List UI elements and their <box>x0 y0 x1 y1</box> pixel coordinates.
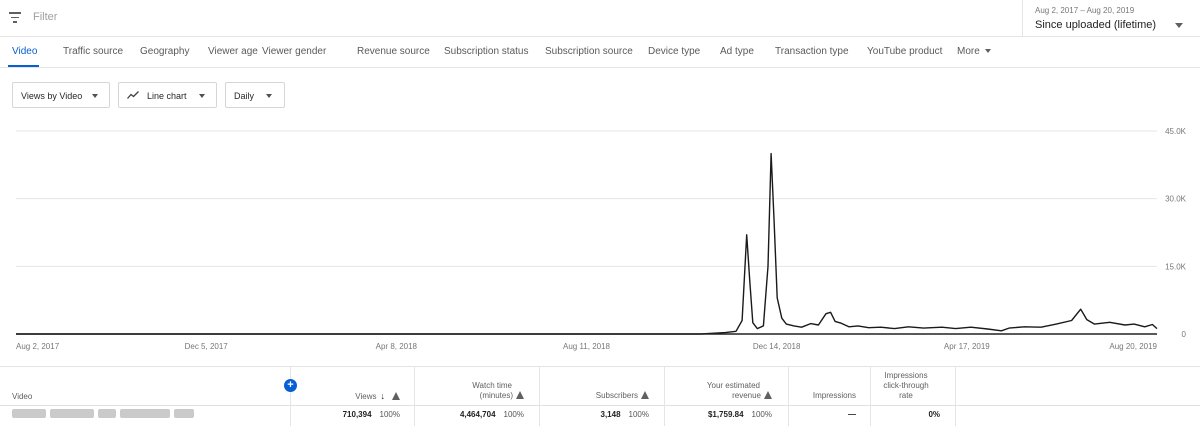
column-header-ctr[interactable]: Impressions click-through rate <box>872 371 940 401</box>
tab-viewer-age[interactable]: Viewer age <box>208 46 258 57</box>
column-header-subscribers[interactable]: Subscribers <box>549 391 649 401</box>
ctr-header-line1: Impressions <box>884 371 928 380</box>
revenue-header-line2: revenue <box>732 391 761 400</box>
caret-down-icon <box>92 94 98 98</box>
date-range-text: Aug 2, 2017 – Aug 20, 2019 <box>1035 6 1135 15</box>
column-divider <box>955 366 956 426</box>
x-tick-label: Dec 14, 2018 <box>753 342 801 351</box>
views-series-line[interactable] <box>16 152 1158 335</box>
views-cell: 710,394 100% <box>300 410 400 419</box>
caret-down-icon <box>199 94 205 98</box>
add-metric-button[interactable]: + <box>284 379 297 392</box>
warning-icon <box>764 391 772 399</box>
y-tick-label: 15.0K <box>1165 262 1187 271</box>
x-tick-label: Aug 2, 2017 <box>16 342 60 351</box>
warning-icon <box>641 391 649 399</box>
chart-type-label: Line chart <box>147 91 187 101</box>
revenue-header-line1: Your estimated <box>706 381 760 390</box>
column-divider <box>664 366 665 426</box>
column-header-impressions[interactable]: Impressions <box>812 391 856 400</box>
dimension-tabs: Video Traffic source Geography Viewer ag… <box>0 37 1200 68</box>
table-header <box>0 366 1200 406</box>
date-range-selector[interactable]: Aug 2, 2017 – Aug 20, 2019 Since uploade… <box>1022 0 1200 37</box>
tab-revenue-source[interactable]: Revenue source <box>357 46 430 57</box>
watch-time-header-line1: Watch time <box>472 381 512 390</box>
subscribers-value: 3,148 <box>600 410 621 419</box>
column-divider <box>290 366 291 426</box>
interval-label: Daily <box>234 91 255 101</box>
column-divider <box>870 366 871 426</box>
revenue-cell: $1,759.84 100% <box>672 410 772 419</box>
ctr-cell: 0% <box>872 410 940 419</box>
revenue-value: $1,759.84 <box>707 410 744 419</box>
tab-video[interactable]: Video <box>12 46 38 57</box>
ctr-header-line2: click-through <box>883 381 929 390</box>
impressions-value: — <box>848 410 856 419</box>
chart-type-dropdown[interactable]: Line chart <box>118 82 217 108</box>
y-tick-label: 45.0K <box>1165 127 1187 136</box>
watch-time-cell: 4,464,704 100% <box>424 410 524 419</box>
column-divider <box>788 366 789 426</box>
tab-subscription-source[interactable]: Subscription source <box>545 46 633 57</box>
impressions-cell: — <box>790 410 856 419</box>
y-tick-label: 30.0K <box>1165 195 1187 204</box>
views-by-label: Views by Video <box>21 91 83 101</box>
views-by-dropdown[interactable]: Views by Video <box>12 82 110 108</box>
column-header-revenue[interactable]: Your estimated revenue <box>672 381 772 401</box>
tab-traffic-source[interactable]: Traffic source <box>63 46 124 57</box>
watch-time-percent: 100% <box>503 410 524 419</box>
watch-time-value: 4,464,704 <box>459 410 496 419</box>
column-header-watch-time[interactable]: Watch time (minutes) <box>424 381 524 401</box>
revenue-percent: 100% <box>751 410 772 419</box>
views-percent: 100% <box>379 410 400 419</box>
warning-icon <box>516 391 524 399</box>
column-header-views[interactable]: Views ↓ <box>300 391 400 402</box>
tab-subscription-status[interactable]: Subscription status <box>444 46 529 57</box>
subscribers-header-label: Subscribers <box>595 391 638 400</box>
active-tab-indicator <box>8 65 39 67</box>
tab-viewer-gender[interactable]: Viewer gender <box>262 46 327 57</box>
tab-more[interactable]: More <box>957 46 991 57</box>
tab-geography[interactable]: Geography <box>140 46 190 57</box>
column-divider <box>414 366 415 426</box>
tab-youtube-product[interactable]: YouTube product <box>867 46 943 57</box>
x-tick-label: Apr 8, 2018 <box>376 342 418 351</box>
column-header-video[interactable]: Video <box>12 392 33 401</box>
ctr-value: 0% <box>928 410 940 419</box>
y-tick-label: 0 <box>1182 330 1187 339</box>
filter-list-icon[interactable] <box>9 12 21 23</box>
tab-more-label: More <box>957 46 980 57</box>
tab-ad-type[interactable]: Ad type <box>720 46 754 57</box>
tab-device-type[interactable]: Device type <box>648 46 701 57</box>
subscribers-percent: 100% <box>628 410 649 419</box>
views-header-label: Views <box>355 392 377 401</box>
warning-icon <box>392 392 400 400</box>
filter-bar: Filter Aug 2, 2017 – Aug 20, 2019 Since … <box>0 0 1200 37</box>
filter-input[interactable]: Filter <box>33 11 58 23</box>
watch-time-header-line2: (minutes) <box>479 391 513 400</box>
caret-down-icon <box>1175 23 1183 28</box>
trending-line-icon <box>127 91 139 99</box>
x-tick-label: Aug 11, 2018 <box>563 342 611 351</box>
ctr-header-line3: rate <box>899 391 913 400</box>
views-line-chart: 0 15.0K 30.0K 45.0K Aug 2, 2017 Dec 5, 2017 Ap… <box>16 127 1187 351</box>
column-divider <box>539 366 540 426</box>
date-preset-label: Since uploaded (lifetime) <box>1035 19 1157 31</box>
subscribers-cell: 3,148 100% <box>549 410 650 419</box>
redacted-video-title <box>12 409 194 418</box>
x-tick-label: Aug 20, 2019 <box>1109 342 1157 351</box>
x-tick-label: Apr 17, 2019 <box>944 342 990 351</box>
caret-down-icon <box>266 94 272 98</box>
interval-dropdown[interactable]: Daily <box>225 82 285 108</box>
sort-descending-icon: ↓ <box>380 391 386 401</box>
views-value: 710,394 <box>342 410 372 419</box>
x-tick-label: Dec 5, 2017 <box>185 342 229 351</box>
tab-transaction-type[interactable]: Transaction type <box>775 46 849 57</box>
caret-down-icon <box>984 49 991 53</box>
